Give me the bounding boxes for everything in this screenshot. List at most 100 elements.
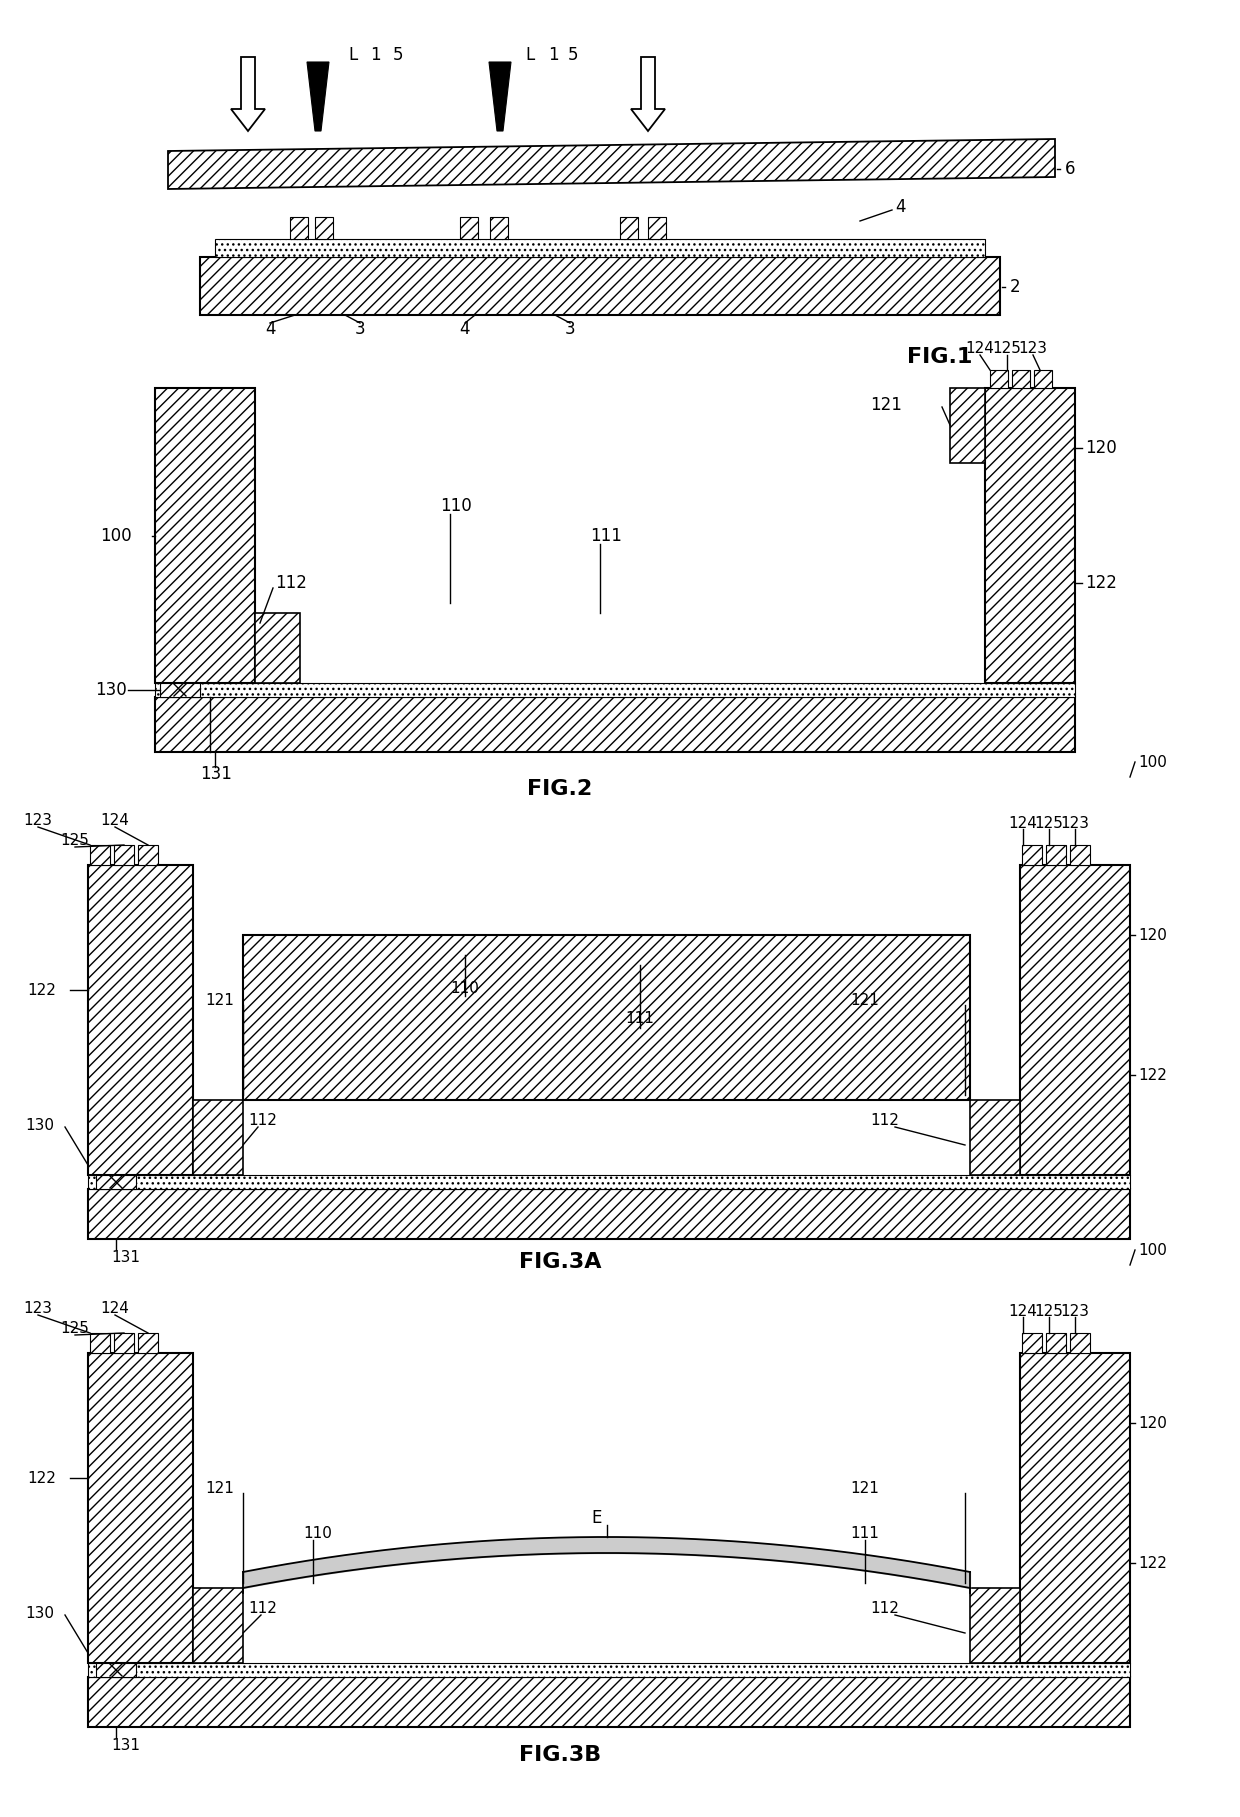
Text: FIG.2: FIG.2: [527, 779, 593, 799]
Text: FIG.1: FIG.1: [908, 347, 972, 367]
Text: 112: 112: [275, 574, 306, 592]
Text: 124: 124: [100, 812, 129, 827]
Bar: [193, 1588, 243, 1663]
Bar: [155, 698, 1075, 752]
Bar: [1034, 371, 1052, 389]
Text: 3: 3: [564, 320, 575, 338]
Bar: [1022, 845, 1042, 865]
Text: 120: 120: [1085, 440, 1117, 458]
Text: FIG.3B: FIG.3B: [518, 1744, 601, 1764]
Text: 120: 120: [1138, 1415, 1167, 1430]
Bar: [88, 865, 193, 1176]
Bar: [91, 1334, 110, 1354]
Text: 123: 123: [1018, 340, 1048, 356]
Polygon shape: [489, 62, 511, 131]
Text: 124: 124: [1008, 1303, 1038, 1319]
Text: 5: 5: [568, 45, 579, 64]
Text: 100: 100: [1138, 1243, 1167, 1257]
Bar: [160, 683, 200, 698]
Bar: [1021, 865, 1130, 1176]
Bar: [990, 371, 1008, 389]
Text: 4: 4: [460, 320, 470, 338]
Text: 5: 5: [393, 45, 403, 64]
Text: 110: 110: [450, 981, 480, 996]
Text: 124: 124: [100, 1301, 129, 1316]
Bar: [1070, 1334, 1090, 1354]
Polygon shape: [631, 56, 665, 131]
Bar: [290, 216, 308, 240]
Bar: [114, 845, 134, 865]
Text: 125: 125: [1034, 816, 1064, 830]
Bar: [649, 216, 666, 240]
Text: 6: 6: [1065, 160, 1075, 178]
Text: 122: 122: [1085, 574, 1117, 592]
Bar: [620, 216, 639, 240]
Text: 124: 124: [966, 340, 994, 356]
Bar: [985, 389, 1075, 683]
Text: 131: 131: [112, 1737, 140, 1753]
Bar: [970, 1588, 1021, 1663]
Text: 121: 121: [870, 396, 901, 414]
Bar: [88, 1677, 1130, 1726]
Text: 100: 100: [1138, 754, 1167, 770]
Text: 110: 110: [440, 498, 471, 514]
Text: 121: 121: [205, 1481, 234, 1495]
Text: 130: 130: [26, 1117, 55, 1132]
Bar: [970, 1099, 1021, 1176]
Bar: [460, 216, 477, 240]
Text: 125: 125: [61, 1321, 89, 1335]
Text: 130: 130: [95, 681, 126, 700]
Text: 111: 111: [849, 1526, 879, 1541]
Text: 121: 121: [849, 1481, 879, 1495]
Polygon shape: [167, 138, 1055, 189]
Text: 123: 123: [24, 1301, 52, 1316]
Text: 123: 123: [1060, 816, 1090, 830]
Text: 124: 124: [1008, 816, 1038, 830]
Bar: [88, 1188, 1130, 1239]
Text: 4: 4: [895, 198, 905, 216]
Text: 100: 100: [100, 527, 131, 545]
Text: 131: 131: [112, 1250, 140, 1265]
Text: 1: 1: [548, 45, 559, 64]
Bar: [1021, 1354, 1130, 1663]
Bar: [91, 845, 110, 865]
Bar: [255, 612, 300, 683]
Text: 112: 112: [248, 1601, 277, 1615]
Text: L: L: [348, 45, 357, 64]
Bar: [88, 1176, 1130, 1188]
Text: 125: 125: [61, 832, 89, 847]
Bar: [1022, 1334, 1042, 1354]
Text: 112: 112: [870, 1112, 899, 1128]
Polygon shape: [231, 56, 265, 131]
Text: 122: 122: [1138, 1068, 1167, 1083]
Bar: [95, 1176, 136, 1188]
Bar: [950, 389, 985, 463]
Bar: [1012, 371, 1030, 389]
Bar: [138, 1334, 157, 1354]
Bar: [193, 1099, 243, 1176]
Bar: [88, 1663, 1130, 1677]
Text: FIG.3A: FIG.3A: [518, 1252, 601, 1272]
Text: 125: 125: [1034, 1303, 1064, 1319]
Bar: [243, 936, 970, 1099]
Text: 121: 121: [205, 992, 234, 1007]
Text: 122: 122: [1138, 1555, 1167, 1570]
Text: 125: 125: [992, 340, 1022, 356]
Text: 112: 112: [870, 1601, 899, 1615]
Bar: [95, 1663, 136, 1677]
Text: 111: 111: [625, 1010, 655, 1025]
Text: 111: 111: [590, 527, 622, 545]
Text: 1: 1: [370, 45, 381, 64]
Bar: [1047, 845, 1066, 865]
Text: 4: 4: [265, 320, 275, 338]
Text: 120: 120: [1138, 927, 1167, 943]
Bar: [490, 216, 508, 240]
Text: 130: 130: [26, 1606, 55, 1621]
Text: 123: 123: [1060, 1303, 1090, 1319]
Text: 122: 122: [27, 983, 57, 998]
Bar: [315, 216, 334, 240]
Bar: [1047, 1334, 1066, 1354]
Text: 123: 123: [24, 812, 52, 827]
Bar: [215, 240, 985, 256]
Text: 2: 2: [1011, 278, 1021, 296]
